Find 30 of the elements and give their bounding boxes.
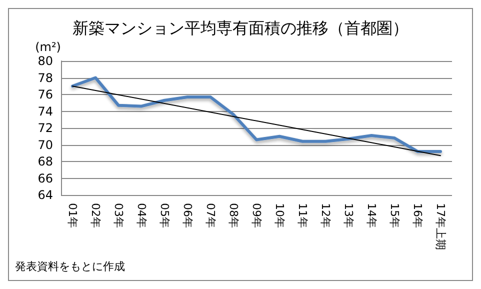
x-tick-label: 04年 — [135, 203, 148, 228]
x-tick-label: 02年 — [89, 203, 102, 228]
x-tick-label: 11年 — [296, 203, 309, 228]
x-tick-label: 05年 — [158, 203, 171, 228]
y-tick-label: 68 — [38, 154, 53, 168]
y-tick-label: 74 — [38, 104, 53, 118]
x-tick-label: 14年 — [365, 203, 378, 228]
chart-title: 新築マンション平均専有面積の推移（首都圏） — [72, 18, 408, 38]
x-tick-label: 15年 — [388, 203, 401, 228]
y-tick-label: 76 — [38, 88, 53, 102]
x-tick-label: 13年 — [342, 203, 355, 228]
x-tick-label: 03年 — [112, 203, 125, 228]
x-tick-label: 01年 — [66, 203, 79, 228]
y-tick-label: 64 — [38, 188, 53, 202]
x-tick-label: 08年 — [227, 203, 240, 228]
x-tick-label: 10年 — [273, 203, 286, 228]
y-tick-label: 78 — [38, 70, 53, 85]
x-tick-label: 09年 — [250, 203, 263, 228]
y-tick-label: 80 — [38, 54, 53, 68]
y-tick-label: 70 — [38, 138, 53, 152]
x-tick-label: 07年 — [204, 203, 217, 228]
x-tick-label: 16年 — [411, 203, 424, 228]
x-tick-label: 06年 — [181, 203, 194, 228]
x-tick-label: 12年 — [319, 203, 332, 228]
x-tick-label: 17年上期 — [434, 203, 447, 250]
y-axis-title: (m²) — [35, 40, 61, 54]
y-tick-label: 66 — [38, 171, 53, 186]
y-tick-label: 72 — [38, 121, 53, 135]
line-series — [71, 76, 442, 153]
text: 発表資料をもとに作成 — [15, 260, 125, 273]
